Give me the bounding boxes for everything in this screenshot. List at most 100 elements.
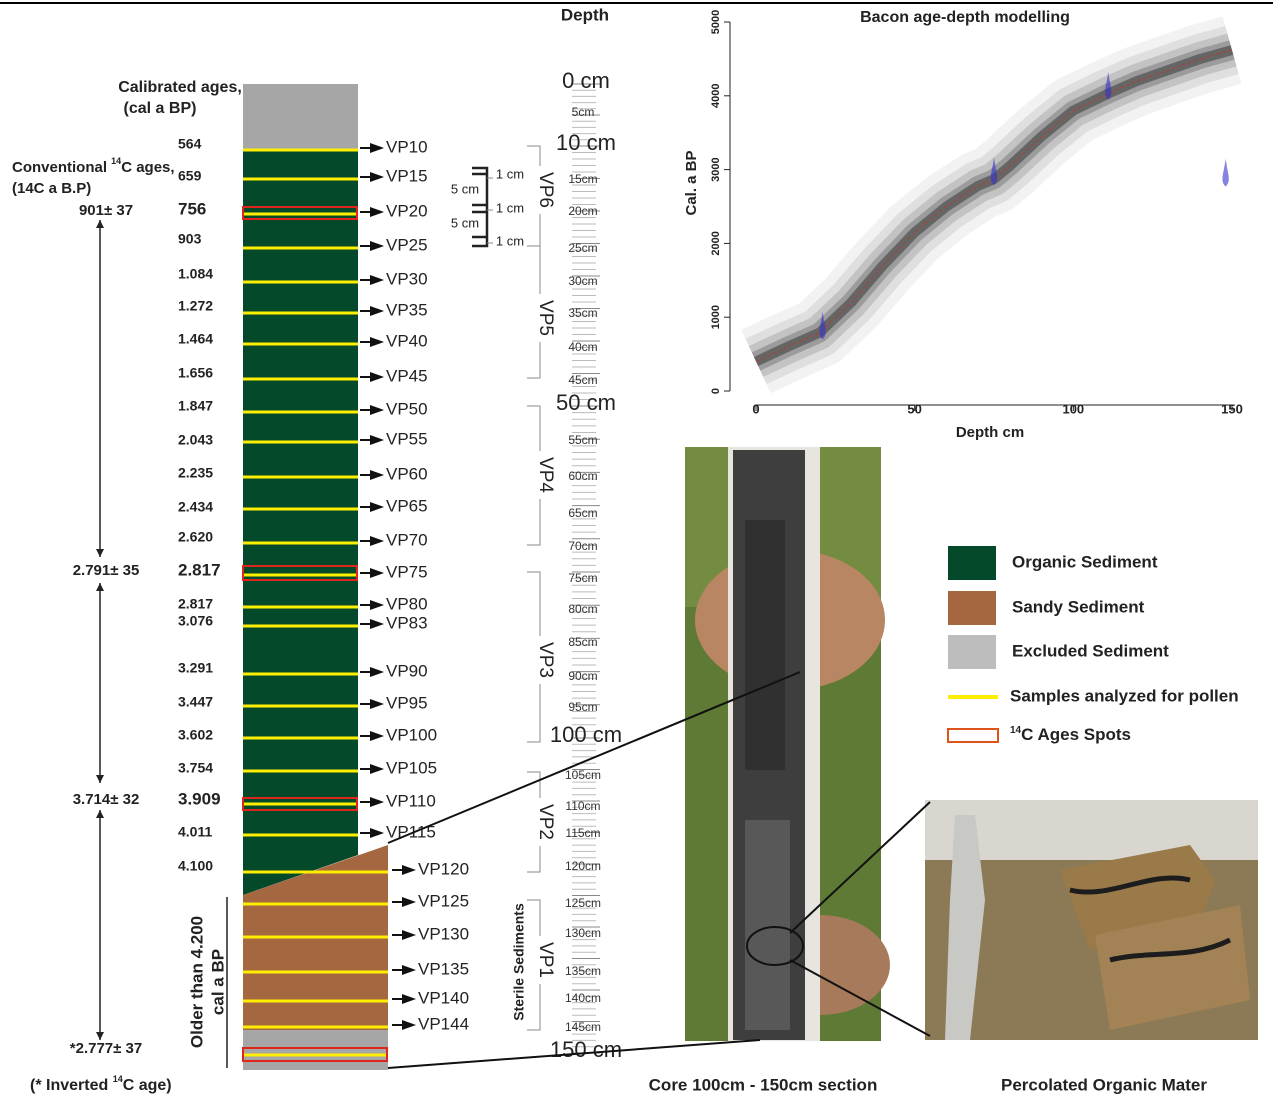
x-tick-label: 150 [1221,401,1243,416]
conventional-age: 2.791± 35 [73,562,140,579]
interval-label: 1 cm [496,200,524,215]
sample-arrow [360,536,384,546]
legend-label: Excluded Sediment [1012,641,1169,660]
calibrated-age: 3.447 [178,694,213,710]
calibrated-age: 3.291 [178,660,213,676]
calibrated-age: 2.620 [178,529,213,545]
spacing-label: 5 cm [451,215,479,230]
sample-label: VP15 [386,166,428,185]
legend-swatch [948,635,996,669]
sample-arrow [360,143,384,153]
y-tick-label: 0 [710,388,722,394]
spacing-label: 5 cm [451,181,479,196]
calibrated-age: 1.464 [178,331,213,347]
conventional-age: 901± 37 [79,202,133,219]
minor-depth-label: 15cm [568,172,597,186]
interval-label: 1 cm [496,166,524,181]
sample-arrow [360,502,384,512]
minor-depth-label: 75cm [568,571,597,585]
calibrated-age: 1.084 [178,266,213,282]
minor-depth-label: 105cm [565,768,601,782]
minor-depth-label: 60cm [568,469,597,483]
conventional-age: 3.714± 32 [73,791,140,808]
minor-depth-label: 80cm [568,602,597,616]
sample-label: VP125 [418,891,469,910]
cal-title: Calibrated ages, [118,79,242,96]
conventional-age: *2.777± 37 [70,1040,142,1057]
minor-depth-label: 140cm [565,991,601,1005]
sample-label: VP50 [386,399,428,418]
minor-depth-label: 90cm [568,669,597,683]
section-label: VP3 [535,642,556,678]
sample-arrow [360,241,384,251]
excluded-top [243,84,358,150]
x-tick-label: 50 [907,401,921,416]
section-bracket [527,146,540,166]
sample-photo [925,800,1258,1040]
interval-brackets [472,168,487,246]
major-depth-label: 150 cm [550,1037,622,1062]
minor-depth-label: 40cm [568,340,597,354]
older-note: cal a BP [208,949,227,1015]
section-bracket [527,246,540,294]
minor-depth-label: 55cm [568,433,597,447]
legend-label: Organic Sediment [1012,552,1158,571]
minor-depth-label: 85cm [568,635,597,649]
legend-suffix: C Ages Spots [1021,725,1131,744]
minor-depth-label: 130cm [565,926,601,940]
minor-depth-label: 35cm [568,306,597,320]
sample-label: VP70 [386,530,428,549]
calibrated-age: 1.656 [178,365,213,381]
depth-title: Depth [561,5,609,24]
page: Depth Calibrated ages, (cal a BP) Conven… [0,0,1273,1099]
bracket [472,168,487,246]
minor-depth-label: 70cm [568,539,597,553]
sample-label: VP95 [386,693,428,712]
excluded-bottom [243,1030,388,1070]
section-bracket [527,499,540,545]
y-axis-label: Cal. a BP [683,150,700,215]
conv-title-sup: 14 [111,156,121,166]
sample-label: VP130 [418,924,469,943]
calibrated-age: 2.434 [178,499,213,515]
sample-arrow [360,275,384,285]
calibrated-age: 1.847 [178,398,213,414]
sample-arrow [392,930,416,940]
sample-arrow [360,172,384,182]
legend-label: Sandy Sediment [1012,597,1145,616]
calibrated-age: 2.817 [178,596,213,612]
sample-label: VP135 [418,959,469,978]
conv-title: Conventional 14C ages, [12,156,175,176]
sample-arrow [360,372,384,382]
section-bracket [527,900,540,936]
older-note: Older than 4.200 [187,916,206,1048]
calibrated-age: 3.909 [178,789,221,808]
sample-label: VP65 [386,496,428,515]
sample-label: VP25 [386,235,428,254]
figure: Depth Calibrated ages, (cal a BP) Conven… [0,0,1273,1099]
core-caption: Core 100cm - 150cm section [649,1075,878,1094]
calibrated-age: 4.011 [178,824,212,840]
calibrated-age: 659 [178,168,202,184]
conv-title-prefix: Conventional [12,159,111,176]
minor-depth-label: 120cm [565,859,601,873]
footnote-sup: 14 [113,1074,123,1084]
minor-depth-label: 25cm [568,241,597,255]
section-label: VP4 [535,457,556,493]
sample-label: VP110 [386,791,436,810]
core-photo [685,447,890,1041]
arrow-head [96,810,104,818]
sample-arrow [392,994,416,1004]
y-tick-label: 1000 [710,305,722,329]
x-tick-label: 100 [1062,401,1084,416]
sample-arrow [360,667,384,677]
major-depth-label: 0 cm [562,68,610,93]
sample-label: VP40 [386,331,428,350]
core-column [243,84,388,1070]
legend-swatch [948,546,996,580]
minor-depth-label: 45cm [568,373,597,387]
minor-depth-label: 110cm [565,799,600,813]
footnote-suffix: C age) [123,1077,172,1094]
section-bracket [527,984,540,1030]
